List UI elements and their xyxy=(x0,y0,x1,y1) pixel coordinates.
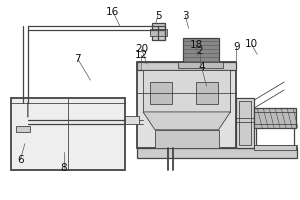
Bar xyxy=(137,62,236,148)
Text: 3: 3 xyxy=(182,11,188,21)
Bar xyxy=(16,126,30,132)
Bar xyxy=(137,145,297,148)
Text: 9: 9 xyxy=(233,42,240,52)
Bar xyxy=(254,108,296,128)
Bar xyxy=(125,116,139,124)
Text: 16: 16 xyxy=(106,7,119,17)
Bar xyxy=(150,82,172,104)
Text: 10: 10 xyxy=(245,39,258,49)
Bar xyxy=(254,145,296,150)
Polygon shape xyxy=(143,112,230,130)
Text: 4: 4 xyxy=(198,62,205,72)
Text: 2: 2 xyxy=(197,46,203,56)
Text: 20: 20 xyxy=(135,44,148,54)
Bar xyxy=(239,101,251,145)
Bar xyxy=(236,98,254,148)
Bar xyxy=(137,148,297,158)
Bar xyxy=(183,38,218,64)
Bar xyxy=(137,62,236,70)
Bar xyxy=(11,98,125,170)
Bar xyxy=(150,28,167,36)
Text: 5: 5 xyxy=(155,11,161,21)
Bar xyxy=(178,62,224,68)
Text: 12: 12 xyxy=(135,50,148,60)
Bar xyxy=(152,23,165,40)
Bar xyxy=(196,82,217,104)
Text: 7: 7 xyxy=(75,54,81,64)
Text: 6: 6 xyxy=(17,155,24,165)
Text: 18: 18 xyxy=(190,40,203,50)
Bar xyxy=(143,70,230,112)
Text: 8: 8 xyxy=(60,163,67,173)
Bar xyxy=(155,130,218,148)
